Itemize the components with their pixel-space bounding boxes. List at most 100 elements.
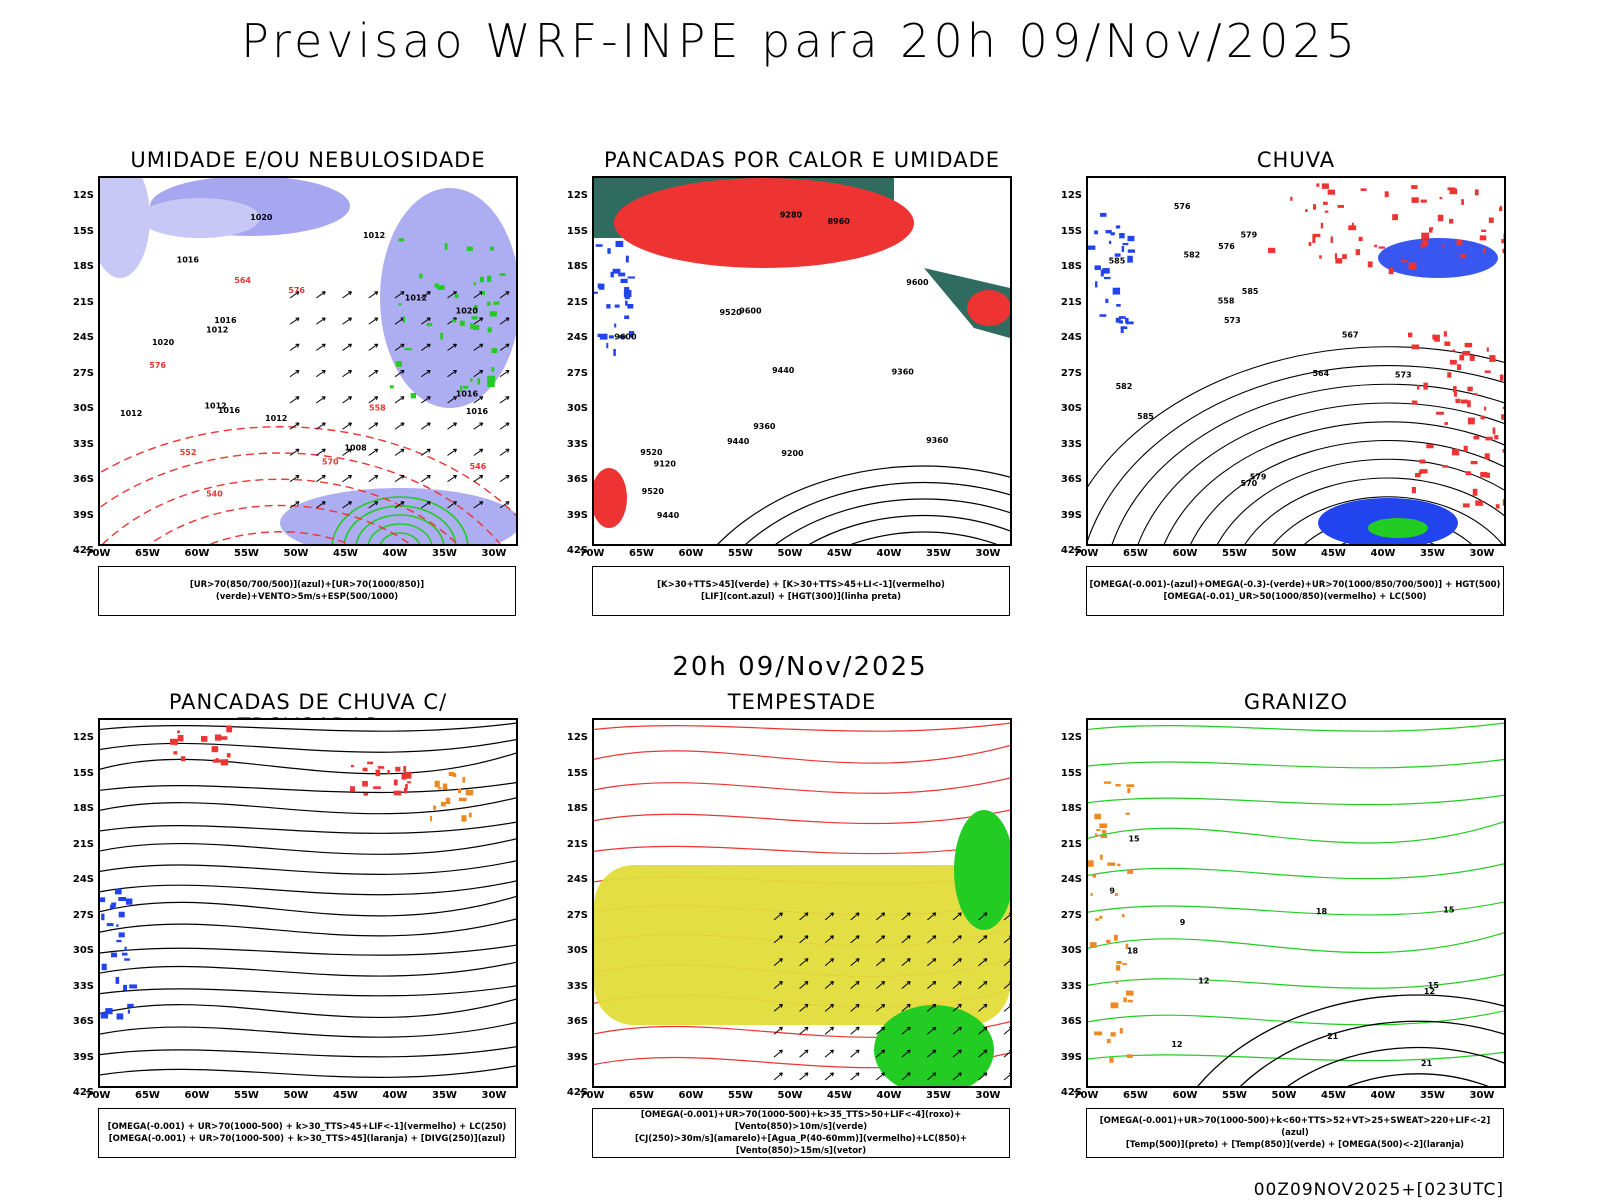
- rain-area: [1421, 232, 1430, 239]
- lifted-index-contour: [594, 291, 598, 294]
- wind-vector-head: [906, 1003, 911, 1008]
- wind-vector-head: [855, 1026, 860, 1031]
- lon-label: 30W: [481, 548, 507, 559]
- wind-vector-head: [295, 317, 300, 322]
- thunderstorm-area: [395, 766, 401, 772]
- humid-area: [451, 319, 457, 323]
- wind-vector-head: [505, 501, 510, 506]
- rain-area: [1420, 199, 1427, 203]
- rain-area: [1485, 472, 1490, 478]
- wind-vector-head: [426, 396, 431, 401]
- rain-area: [1408, 332, 1413, 338]
- rain-area: [1447, 372, 1452, 378]
- humid-area: [482, 291, 486, 295]
- vertical-motion-area: [1114, 934, 1118, 941]
- thunderstorm-area: [177, 734, 184, 742]
- wind-vector-head: [881, 935, 886, 940]
- thunderstorm-area: [170, 738, 178, 745]
- rain-area: [1463, 445, 1468, 452]
- thunderstorm-area: [375, 769, 381, 777]
- vertical-motion-area: [1088, 245, 1096, 250]
- thunderstorm-area: [393, 790, 402, 796]
- wind-vector: [850, 1026, 860, 1035]
- wind-vector-head: [479, 369, 484, 374]
- lon-label: 50W: [777, 1090, 803, 1101]
- wind-vector: [799, 935, 809, 944]
- lon-label: 30W: [1469, 548, 1495, 559]
- wind-vector-head: [426, 474, 431, 479]
- rain-area: [1419, 459, 1426, 464]
- wind-vector: [420, 317, 431, 325]
- contour-label: 1012: [405, 294, 427, 303]
- wind-vector: [824, 958, 834, 967]
- humid-area: [474, 305, 478, 311]
- lon-label: 35W: [432, 1090, 457, 1101]
- wind-vector: [473, 396, 484, 404]
- contour-label: 18: [1316, 907, 1328, 916]
- wind-vector-head: [426, 343, 431, 348]
- wind-vector-head: [983, 958, 988, 963]
- geopotential-height-contour: [1088, 365, 1504, 542]
- wind-vector: [978, 1026, 988, 1035]
- lifted-index-contour: [620, 278, 628, 284]
- wind-vector-head: [957, 1049, 962, 1054]
- humid-area: [491, 348, 498, 354]
- wind-vector-head: [906, 1026, 911, 1031]
- rain-area: [1415, 472, 1421, 478]
- rain-area: [1426, 444, 1434, 449]
- wind-vector: [952, 1003, 962, 1012]
- contour-label: 573: [1395, 371, 1412, 380]
- thunderstorm-area: [445, 797, 451, 804]
- wind-vector: [447, 448, 457, 456]
- wind-vector: [978, 912, 988, 921]
- rain-area: [1367, 261, 1373, 268]
- wind-vector: [368, 317, 379, 325]
- rain-area: [1305, 209, 1308, 212]
- lon-label: 70W: [1073, 548, 1099, 559]
- lon-label: 65W: [135, 548, 160, 559]
- wind-vector: [799, 1026, 809, 1035]
- wind-vector: [368, 343, 379, 351]
- rain-area: [1442, 465, 1449, 468]
- humid-area: [437, 285, 445, 290]
- lat-label: 42S: [566, 1087, 588, 1098]
- wind-vector: [342, 422, 352, 430]
- wind-vector-head: [452, 501, 457, 506]
- lifted-index-contour: [614, 323, 617, 328]
- humid-area: [410, 392, 417, 399]
- thunderstorm-area: [468, 812, 472, 818]
- wind-vector: [473, 370, 484, 378]
- lat-label: 12S: [566, 732, 588, 743]
- low-humidity-contour: [331, 496, 469, 544]
- wind-vector-head: [830, 981, 835, 985]
- thunderstorm-area: [462, 776, 466, 783]
- wind-vector-head: [452, 448, 457, 453]
- rain-area: [1501, 414, 1504, 420]
- wind-vector: [850, 912, 860, 921]
- rain-area: [1484, 406, 1487, 411]
- lon-label: 30W: [975, 1090, 1001, 1101]
- lat-label: 24S: [1060, 332, 1082, 343]
- rain-area: [1488, 217, 1494, 223]
- lon-label: 65W: [1123, 548, 1148, 559]
- rain-area: [1443, 331, 1447, 337]
- rain-area: [1465, 471, 1472, 476]
- wind-vector-head: [347, 291, 352, 296]
- lat-label: 15S: [1060, 767, 1082, 779]
- vertical-motion-area: [1107, 862, 1116, 866]
- rain-area: [1316, 183, 1320, 187]
- wind-vector-head: [957, 1072, 962, 1077]
- humid-area: [454, 294, 459, 299]
- wind-vector: [1003, 1074, 1010, 1081]
- lifted-index-contour: [624, 315, 630, 320]
- rain-area: [1449, 359, 1457, 365]
- lifted-index-contour: [624, 295, 630, 300]
- jet-streamline: [100, 880, 516, 896]
- vertical-motion-area: [1127, 235, 1135, 242]
- wind-vector: [1003, 960, 1010, 967]
- contour-label: 1016: [456, 390, 479, 399]
- wind-vector-head: [400, 291, 405, 296]
- wind-vector: [927, 958, 937, 967]
- rain-area: [1444, 341, 1451, 346]
- legend-line: [OMEGA(-0.01)_UR>50(1000/850)(vermelho) …: [1163, 592, 1427, 602]
